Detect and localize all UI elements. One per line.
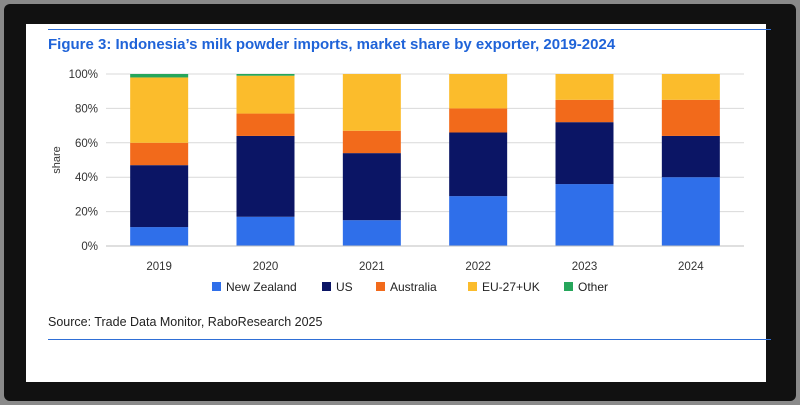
x-tick-label: 2024 xyxy=(678,261,704,273)
bar-eu-27-uk-2019 xyxy=(130,77,189,143)
bar-australia-2022 xyxy=(449,108,508,133)
legend-swatch-other xyxy=(564,282,573,291)
bar-australia-2020 xyxy=(236,113,295,136)
bar-eu-27-uk-2024 xyxy=(661,74,720,100)
bar-australia-2021 xyxy=(342,130,401,154)
y-axis-label: share xyxy=(51,146,63,174)
bar-australia-2024 xyxy=(661,99,720,136)
legend-swatch-australia xyxy=(376,282,385,291)
bar-other-2019 xyxy=(130,74,189,78)
bar-new-zealand-2022 xyxy=(449,196,508,246)
bar-new-zealand-2019 xyxy=(130,227,189,246)
legend-swatch-us xyxy=(322,282,331,291)
bar-eu-27-uk-2020 xyxy=(236,75,295,114)
y-tick-label: 0% xyxy=(81,241,98,253)
bar-australia-2023 xyxy=(555,99,614,123)
x-tick-label: 2023 xyxy=(572,261,598,273)
legend-label: US xyxy=(336,280,353,294)
bar-new-zealand-2023 xyxy=(555,184,614,246)
x-tick-label: 2020 xyxy=(253,261,279,273)
top-rule xyxy=(48,29,771,30)
bar-us-2023 xyxy=(555,122,614,185)
y-tick-label: 40% xyxy=(75,172,98,184)
y-tick-label: 60% xyxy=(75,138,98,150)
bar-new-zealand-2020 xyxy=(236,216,295,246)
y-tick-label: 100% xyxy=(69,69,98,81)
figure-card: Figure 3: Indonesia’s milk powder import… xyxy=(26,24,771,382)
legend-swatch-new-zealand xyxy=(212,282,221,291)
y-tick-label: 20% xyxy=(75,207,98,219)
x-tick-label: 2021 xyxy=(359,261,385,273)
bar-us-2022 xyxy=(449,132,508,197)
bar-eu-27-uk-2021 xyxy=(342,74,401,131)
bar-other-2020 xyxy=(236,74,295,76)
legend-label: EU-27+UK xyxy=(482,280,540,294)
legend-label: New Zealand xyxy=(226,280,297,294)
screenshot-frame: Figure 3: Indonesia’s milk powder import… xyxy=(4,4,796,401)
figure-title: Figure 3: Indonesia’s milk powder import… xyxy=(48,36,616,53)
legend-label: Australia xyxy=(390,280,437,294)
bar-australia-2019 xyxy=(130,142,189,166)
legend-label: Other xyxy=(578,280,608,294)
stacked-bar-chart: 0% 20% 40% 60% 80% 100% share 2019 2020 2021 2022 2… xyxy=(51,69,744,294)
bar-eu-27-uk-2023 xyxy=(555,74,614,100)
y-tick-label: 80% xyxy=(75,103,98,115)
legend-swatch-eu-27-uk xyxy=(468,282,477,291)
x-tick-label: 2022 xyxy=(465,261,491,273)
bar-us-2021 xyxy=(342,153,401,221)
bar-us-2020 xyxy=(236,135,295,217)
source-note: Source: Trade Data Monitor, RaboResearch… xyxy=(48,315,323,329)
bottom-rule xyxy=(48,339,771,340)
bar-us-2019 xyxy=(130,165,189,228)
bar-new-zealand-2021 xyxy=(342,220,401,246)
bar-new-zealand-2024 xyxy=(661,177,720,246)
bar-us-2024 xyxy=(661,135,720,178)
bar-eu-27-uk-2022 xyxy=(449,74,508,109)
x-tick-label: 2019 xyxy=(146,261,172,273)
